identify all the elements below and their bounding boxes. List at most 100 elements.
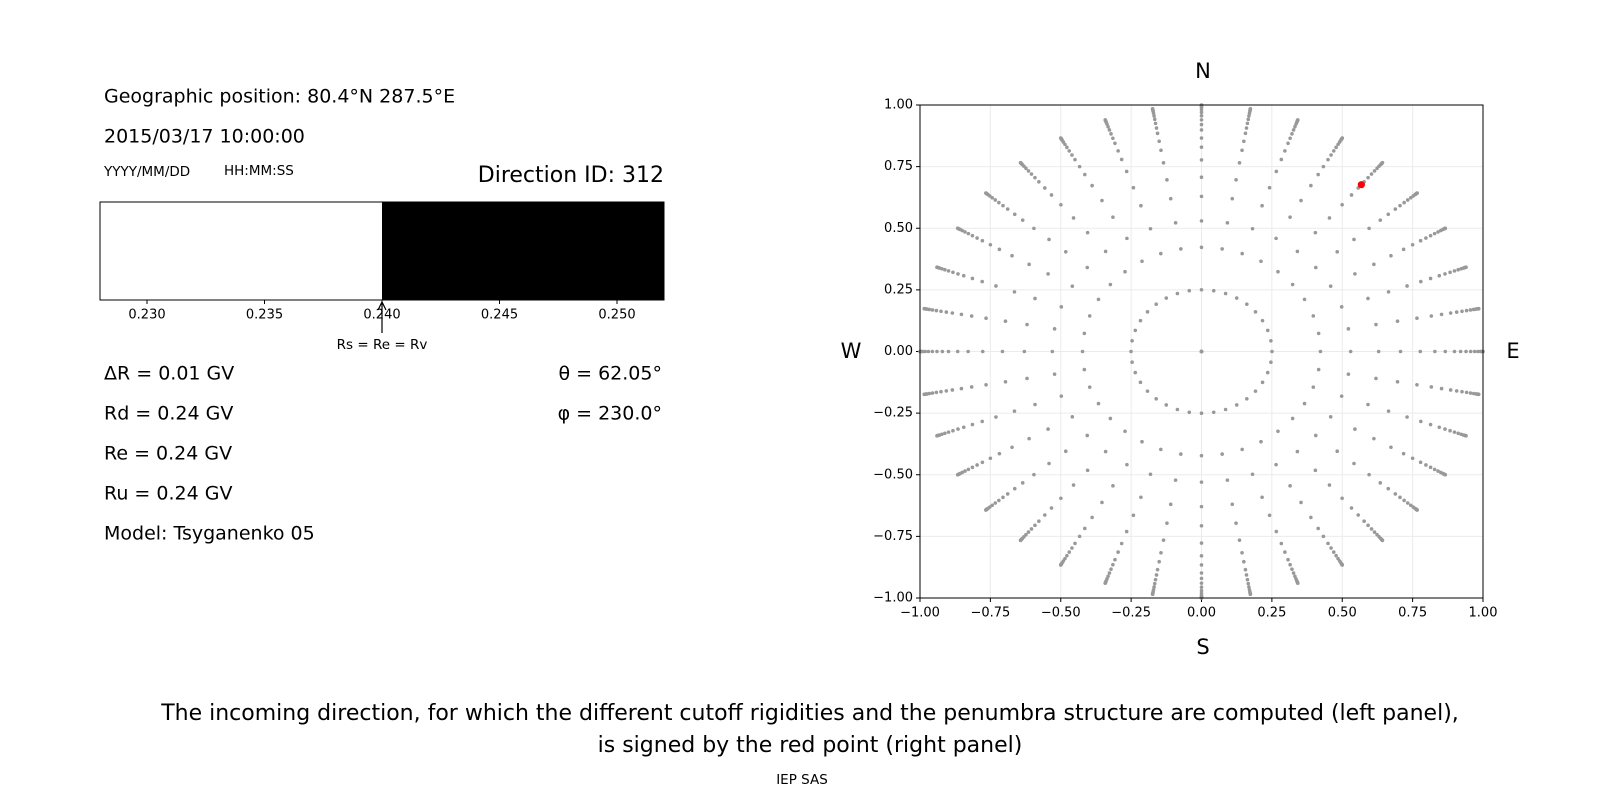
direction-point bbox=[1179, 452, 1183, 456]
direction-point bbox=[1372, 530, 1377, 534]
direction-point bbox=[1242, 139, 1246, 144]
direction-point bbox=[1454, 389, 1459, 393]
direction-point bbox=[1211, 288, 1216, 293]
direction-point bbox=[1372, 169, 1377, 173]
direction-point bbox=[1290, 282, 1295, 287]
direction-point bbox=[1402, 200, 1406, 205]
direction-point bbox=[1155, 131, 1160, 136]
direction-point bbox=[1349, 193, 1354, 197]
direction-point bbox=[1058, 136, 1063, 140]
direction-point bbox=[997, 247, 1002, 252]
direction-point bbox=[1334, 145, 1338, 150]
direction-point bbox=[1428, 276, 1433, 281]
direction-point bbox=[1311, 385, 1316, 389]
direction-point bbox=[1418, 238, 1423, 243]
direction-point bbox=[946, 430, 951, 434]
direction-point bbox=[1164, 296, 1169, 300]
direction-point bbox=[1199, 504, 1204, 509]
direction-point bbox=[1378, 218, 1383, 222]
y-tick-label: 0.50 bbox=[884, 221, 913, 236]
direction-point bbox=[1424, 236, 1428, 240]
direction-point bbox=[1424, 463, 1428, 467]
direction-point bbox=[1199, 563, 1204, 567]
direction-point bbox=[935, 349, 939, 354]
direction-point bbox=[1199, 576, 1204, 581]
direction-point bbox=[1173, 478, 1178, 482]
direction-point bbox=[951, 428, 955, 433]
direction-point bbox=[980, 349, 985, 354]
direction-point bbox=[1356, 513, 1361, 517]
direction-point bbox=[1405, 415, 1409, 419]
direction-point bbox=[1267, 185, 1272, 190]
direction-point bbox=[1437, 273, 1442, 278]
direction-point bbox=[930, 308, 935, 312]
direction-point bbox=[1059, 496, 1063, 501]
direction-point bbox=[1138, 380, 1143, 385]
direction-point bbox=[1067, 149, 1072, 153]
direction-point bbox=[1443, 349, 1448, 354]
direction-point bbox=[1313, 433, 1318, 438]
direction-point bbox=[1109, 567, 1113, 571]
direction-point bbox=[1418, 279, 1423, 284]
direction-point bbox=[1153, 121, 1158, 126]
direction-point bbox=[1432, 467, 1437, 472]
direction-point bbox=[1367, 472, 1371, 477]
direction-point bbox=[1240, 251, 1244, 256]
direction-point bbox=[1295, 449, 1300, 454]
direction-point bbox=[1152, 117, 1157, 122]
direction-point bbox=[1316, 331, 1321, 336]
direction-point bbox=[1107, 128, 1112, 132]
direction-point bbox=[1012, 212, 1017, 217]
direction-point bbox=[1316, 526, 1320, 531]
direction-point bbox=[1244, 126, 1249, 130]
rigidity: Rd = 0.24 GV bbox=[104, 403, 233, 425]
direction-point bbox=[1448, 428, 1452, 433]
direction-point bbox=[934, 390, 939, 395]
direction-point bbox=[1386, 409, 1391, 413]
direction-point bbox=[1398, 349, 1403, 354]
direction-point bbox=[1401, 247, 1406, 252]
direction-point bbox=[1468, 349, 1473, 354]
direction-point bbox=[1138, 318, 1143, 323]
direction-point bbox=[1096, 401, 1101, 406]
direction-point bbox=[1026, 169, 1031, 173]
direction-point bbox=[1111, 562, 1115, 567]
direction-point bbox=[988, 456, 993, 461]
direction-point bbox=[1250, 226, 1255, 231]
direction-point bbox=[1353, 427, 1357, 431]
arrow-head bbox=[377, 300, 387, 311]
direction-point bbox=[1059, 305, 1064, 309]
direction-point bbox=[1433, 349, 1437, 354]
direction-point bbox=[970, 422, 975, 427]
direction-point bbox=[1042, 513, 1047, 517]
direction-point bbox=[1020, 218, 1025, 222]
direction-point bbox=[943, 267, 947, 272]
direction-point bbox=[1448, 388, 1453, 392]
direction-point bbox=[1326, 541, 1330, 546]
direction-point bbox=[1085, 433, 1090, 438]
direction-point bbox=[1033, 296, 1037, 301]
direction-point bbox=[1073, 541, 1077, 546]
x-tick-label: 0.00 bbox=[1187, 606, 1216, 621]
direction-point bbox=[975, 236, 979, 240]
x-tick-label: 0.250 bbox=[598, 308, 635, 323]
direction-point bbox=[1116, 550, 1120, 554]
direction-point bbox=[1225, 478, 1230, 482]
direction-point bbox=[1401, 451, 1406, 456]
direction-point bbox=[1005, 492, 1010, 496]
direction-point bbox=[1316, 367, 1321, 372]
direction-point bbox=[1348, 349, 1353, 354]
caption: The incoming direction, for which the di… bbox=[160, 701, 1459, 726]
direction-point bbox=[1283, 149, 1287, 153]
direction-point bbox=[1246, 581, 1251, 586]
direction-point bbox=[1159, 148, 1163, 153]
direction-point bbox=[1157, 559, 1161, 564]
axes-frame bbox=[919, 104, 1484, 599]
direction-point bbox=[1220, 247, 1224, 251]
direction-point bbox=[1087, 314, 1092, 318]
direction-point bbox=[1464, 308, 1469, 313]
direction-point bbox=[1428, 233, 1433, 238]
direction-point bbox=[959, 386, 964, 391]
direction-point bbox=[988, 242, 993, 247]
rigidity: Re = 0.24 GV bbox=[104, 443, 232, 465]
